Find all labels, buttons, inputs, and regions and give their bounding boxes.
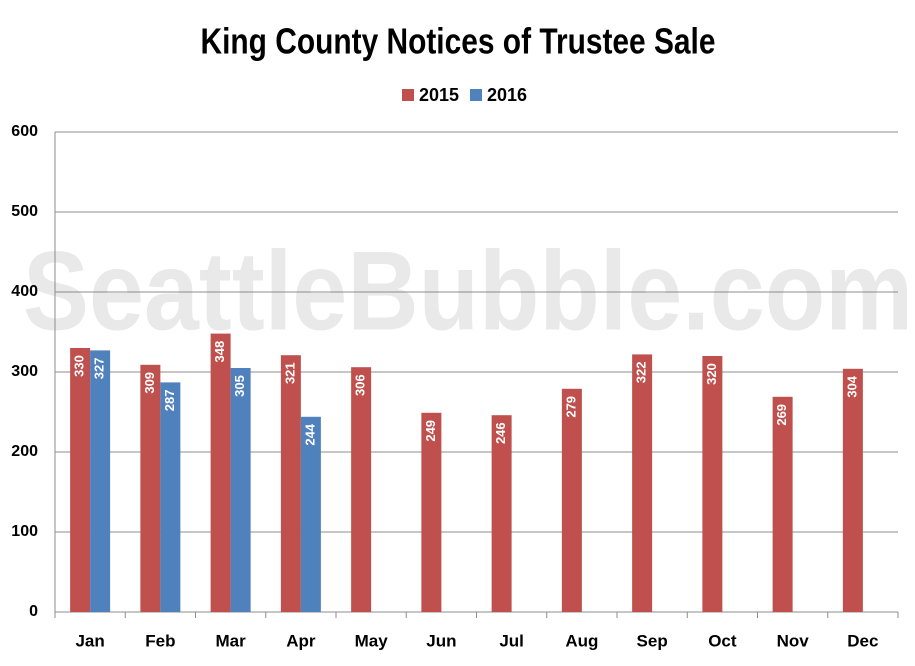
data-label: 244 xyxy=(302,423,317,445)
data-label: 249 xyxy=(423,420,438,442)
y-tick-label: 400 xyxy=(11,283,38,300)
chart-title: King County Notices of Trustee Sale xyxy=(201,21,716,62)
data-label: 330 xyxy=(72,355,87,377)
bar xyxy=(351,367,372,612)
x-tick-label: May xyxy=(355,631,389,650)
bar xyxy=(230,368,251,612)
x-tick-label: Apr xyxy=(286,631,316,650)
legend-swatch xyxy=(470,89,482,101)
bar xyxy=(702,356,723,612)
bar xyxy=(140,364,161,612)
data-label: 306 xyxy=(353,374,368,396)
bar xyxy=(70,348,91,612)
y-tick-label: 200 xyxy=(11,443,38,460)
data-label: 269 xyxy=(774,404,789,426)
data-label: 321 xyxy=(282,362,297,384)
bar xyxy=(561,388,582,612)
x-tick-label: Dec xyxy=(847,631,878,650)
legend-swatch xyxy=(402,89,414,101)
bar xyxy=(210,333,231,612)
y-tick-label: 600 xyxy=(11,123,38,140)
bar xyxy=(772,396,793,612)
x-tick-label: Nov xyxy=(777,631,810,650)
data-label: 322 xyxy=(634,362,649,384)
bar xyxy=(421,412,442,612)
data-label: 327 xyxy=(92,358,107,380)
y-tick-label: 300 xyxy=(11,363,38,380)
x-tick-label: Jul xyxy=(499,631,524,650)
bar xyxy=(90,350,111,612)
x-tick-label: Jun xyxy=(426,631,456,650)
watermark: SeattleBubble.com xyxy=(23,229,913,354)
data-label: 305 xyxy=(232,375,247,397)
data-label: 279 xyxy=(563,396,578,418)
bar xyxy=(842,368,863,612)
bar xyxy=(632,354,653,612)
bar xyxy=(491,415,512,612)
x-tick-label: Jan xyxy=(75,631,104,650)
data-label: 320 xyxy=(704,363,719,385)
y-tick-label: 0 xyxy=(29,603,38,620)
data-label: 348 xyxy=(212,341,227,363)
x-tick-label: Aug xyxy=(565,631,598,650)
data-label: 246 xyxy=(493,422,508,444)
y-tick-label: 100 xyxy=(11,523,38,540)
bar xyxy=(160,382,181,612)
bar xyxy=(280,355,301,612)
data-label: 287 xyxy=(162,390,177,412)
y-tick-label: 500 xyxy=(11,203,38,220)
x-tick-label: Sep xyxy=(637,631,668,650)
data-label: 304 xyxy=(844,375,859,397)
x-tick-label: Mar xyxy=(216,631,247,650)
x-tick-label: Feb xyxy=(145,631,175,650)
bar xyxy=(300,416,321,612)
data-label: 309 xyxy=(142,372,157,394)
legend-label: 2016 xyxy=(487,85,527,105)
x-tick-label: Oct xyxy=(708,631,737,650)
legend-label: 2015 xyxy=(419,85,459,105)
